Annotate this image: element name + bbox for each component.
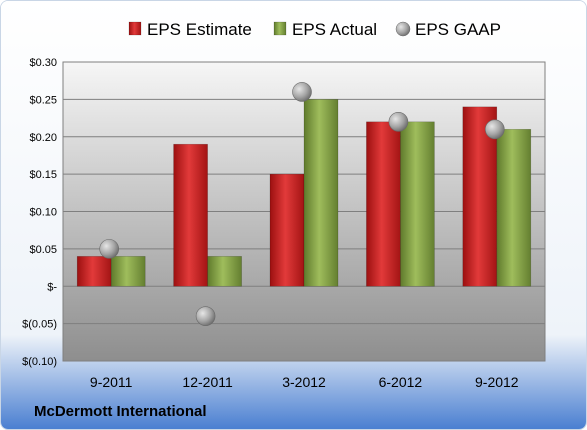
bar-eps-actual (400, 121, 435, 287)
x-category-label: 6-2012 (379, 374, 423, 390)
y-tick-label: $0.05 (29, 244, 57, 256)
legend-label: EPS GAAP (415, 20, 501, 39)
y-tick-label: $0.30 (29, 57, 57, 69)
y-tick-label: $0.15 (29, 169, 57, 181)
y-tick-label: $0.20 (29, 132, 57, 144)
x-category-label: 3-2012 (282, 374, 326, 390)
legend: EPS Estimate EPS Actual EPS GAAP (128, 20, 501, 39)
x-category-label: 9-2011 (90, 374, 133, 390)
y-tick-label: $(0.05) (22, 319, 57, 331)
legend-label: EPS Estimate (147, 20, 252, 39)
bar-eps-actual (207, 256, 242, 287)
y-tick-label: $(0.10) (22, 356, 57, 368)
marker-eps-gaap (195, 306, 216, 326)
x-category-label: 12-2011 (182, 374, 233, 390)
bar-eps-estimate (173, 143, 208, 287)
bar-eps-actual (496, 128, 532, 287)
x-axis-category-labels: 9-2011 12-2011 3-2012 6-2012 9-2012 (90, 374, 519, 390)
bar-eps-actual (110, 256, 146, 287)
bar-eps-actual (303, 99, 339, 287)
marker-eps-gaap (99, 239, 119, 259)
legend-swatch (128, 21, 142, 36)
bar-eps-estimate (269, 173, 305, 287)
x-category-label: 9-2012 (475, 374, 519, 390)
bar-eps-estimate (76, 256, 112, 287)
y-tick-label: $0.25 (29, 94, 57, 106)
marker-eps-gaap (292, 82, 312, 102)
marker-eps-gaap (388, 112, 409, 132)
bar-eps-estimate (366, 121, 401, 287)
y-tick-label: $- (47, 281, 57, 293)
company-name: McDermott International (34, 403, 207, 420)
legend-swatch (273, 21, 287, 36)
bars (76, 99, 532, 287)
legend-label: EPS Actual (292, 20, 377, 39)
marker-eps-gaap (484, 119, 505, 140)
y-axis-tick-labels: $0.30 $0.25 $0.20 $0.15 $0.10 $0.05 $- $(0.05) $… (22, 57, 57, 368)
y-tick-label: $0.10 (29, 207, 57, 219)
gaap-markers (99, 82, 505, 326)
legend-swatch (395, 21, 411, 37)
